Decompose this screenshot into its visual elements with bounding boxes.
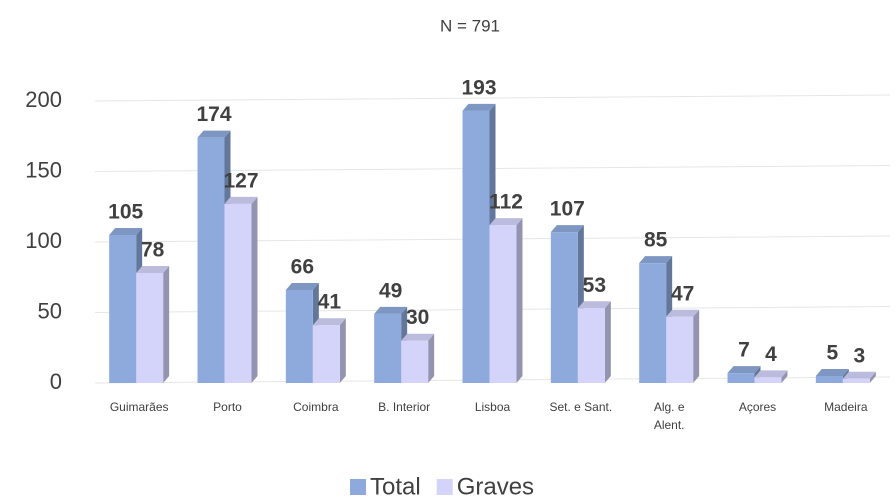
data-label: 5 [826, 341, 838, 364]
x-tick-label: Açores [739, 400, 776, 414]
data-label: 78 [141, 239, 165, 262]
bar-front [462, 110, 490, 384]
bar-top [197, 130, 231, 138]
bar-top [727, 366, 761, 374]
bar [754, 370, 788, 383]
bar-top [109, 227, 143, 235]
bar [224, 196, 258, 383]
x-tick-label: Alg. e Alent. [654, 400, 685, 432]
legend-label: Graves [457, 473, 534, 499]
bar-front [754, 377, 782, 383]
bar-top [639, 256, 673, 264]
data-label: 41 [318, 291, 342, 314]
bar-top [754, 370, 788, 378]
bar [312, 318, 346, 383]
bar-side [693, 309, 700, 383]
bar-front [374, 313, 402, 383]
bar-top [224, 196, 258, 204]
bar [489, 218, 523, 383]
data-label: 193 [461, 76, 496, 99]
bar-side [604, 301, 611, 383]
bar [639, 256, 673, 383]
data-label: 112 [489, 191, 523, 214]
bar-front [666, 316, 694, 383]
bar [842, 371, 876, 383]
bar-side [781, 370, 788, 383]
x-tick-label: Guimarães [110, 400, 169, 414]
x-tick-label: B. Interior [378, 400, 430, 414]
bar-top [842, 371, 876, 379]
data-label: 107 [550, 198, 585, 221]
bar [401, 333, 435, 383]
data-label: 30 [406, 306, 429, 329]
data-label: 174 [196, 103, 231, 126]
y-tick-label: 50 [38, 298, 62, 323]
bar-side [339, 318, 346, 383]
bar [666, 309, 700, 383]
bar-side [428, 333, 435, 383]
data-label: 47 [671, 282, 694, 305]
x-tick-label: Lisboa [475, 400, 511, 414]
x-tick-label: Porto [213, 400, 242, 414]
bar-side [163, 266, 170, 383]
bar [136, 266, 170, 383]
bar-side [869, 371, 876, 383]
data-label: 7 [738, 339, 750, 362]
data-label: 85 [644, 229, 668, 252]
bar [577, 301, 611, 383]
bar-top [285, 282, 319, 290]
bar-top [550, 225, 584, 233]
bar-front [727, 373, 755, 383]
bar-front [224, 203, 252, 383]
bar-front [109, 234, 137, 383]
data-label: 53 [583, 274, 606, 297]
bar-front [401, 340, 429, 383]
y-tick-label: 150 [25, 157, 62, 182]
bar-front [489, 225, 517, 383]
legend-swatch [350, 479, 366, 495]
bar-side [516, 218, 523, 383]
bar-front [197, 137, 225, 383]
x-tick-label: Set. e Sant. [549, 400, 612, 414]
y-tick-label: 100 [25, 228, 62, 253]
bar-top [312, 318, 346, 326]
bar-top [489, 218, 523, 226]
data-label: 105 [108, 200, 143, 223]
y-tick-label: 200 [25, 87, 62, 112]
bar-top [815, 368, 849, 376]
legend-swatch [436, 479, 453, 495]
bar [285, 282, 319, 383]
data-label: 49 [379, 279, 402, 302]
bar-front [639, 263, 667, 383]
data-label: 127 [223, 169, 258, 192]
data-label: 66 [291, 255, 314, 278]
y-tick-label: 0 [50, 369, 62, 394]
chart-title: N = 791 [440, 16, 500, 35]
data-label: 3 [853, 344, 865, 367]
data-label: 4 [765, 343, 777, 366]
bar-front [577, 308, 605, 383]
bar-front [136, 273, 164, 383]
bar-front [842, 378, 870, 383]
legend-label: Total [370, 473, 421, 499]
x-tick-label: Madeira [824, 400, 868, 414]
bar-side [251, 196, 258, 383]
bar-front [815, 375, 843, 383]
bar-top [401, 333, 435, 341]
bar-top [374, 306, 408, 314]
bar-front [312, 325, 340, 383]
x-tick-label: Coimbra [293, 400, 339, 414]
bar-top [136, 266, 170, 274]
grid-line [94, 94, 891, 102]
bar-front [550, 232, 578, 383]
bar-top [577, 301, 611, 309]
bar-top [666, 309, 700, 317]
bar-front [285, 289, 313, 383]
bar-top [462, 103, 496, 111]
